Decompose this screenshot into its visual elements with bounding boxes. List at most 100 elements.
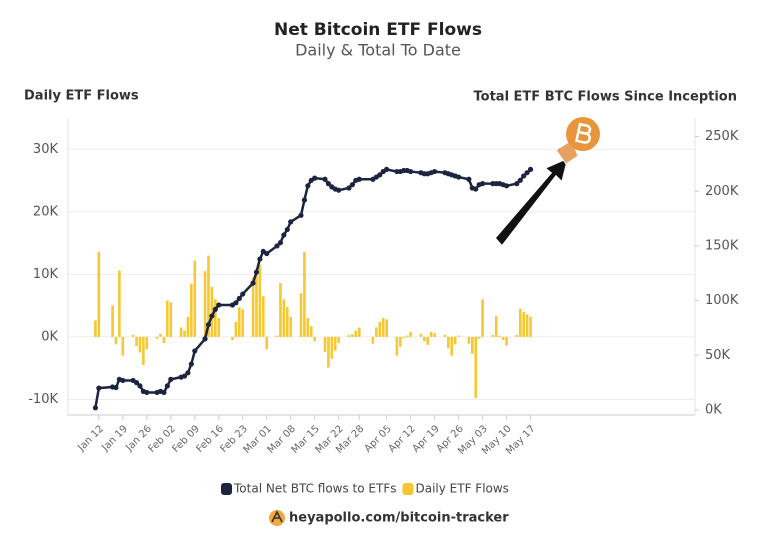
- bar: [282, 299, 286, 337]
- bar: [347, 334, 351, 337]
- line-point: [455, 174, 462, 180]
- bar: [450, 336, 454, 356]
- bar: [255, 271, 258, 337]
- bar: [169, 302, 173, 337]
- plot-area: -10K 0K 10K 20K 30K 0K 50K 100K 150K 200K 250K Jan …: [28, 118, 739, 457]
- line-point: [517, 177, 523, 183]
- line-point: [408, 168, 414, 175]
- line-point: [96, 385, 102, 391]
- line-point: [257, 256, 263, 262]
- bar: [241, 309, 245, 337]
- bar: [357, 327, 361, 337]
- bar: [453, 336, 457, 345]
- x-tick-label: Jan 12: [75, 423, 106, 454]
- bar: [251, 277, 255, 337]
- line-point: [473, 186, 479, 192]
- bar: [498, 335, 501, 337]
- bar: [231, 336, 234, 340]
- line-point: [202, 336, 208, 342]
- bar: [323, 336, 327, 352]
- bar: [330, 336, 334, 359]
- line-point: [298, 212, 304, 218]
- line-point: [250, 280, 256, 286]
- chart-title: Net Bitcoin ETF Flows: [274, 20, 482, 40]
- bar: [97, 251, 101, 337]
- legend-label: Daily ETF Flows: [415, 482, 508, 496]
- bar: [467, 336, 471, 344]
- line-point: [479, 181, 486, 187]
- y-tick-label: 10K: [33, 267, 59, 282]
- bar: [491, 334, 495, 337]
- line-point: [377, 172, 383, 178]
- bar: [207, 255, 210, 337]
- bar: [371, 336, 375, 344]
- line-point: [113, 384, 119, 391]
- bar: [333, 336, 337, 351]
- line-point: [349, 182, 355, 188]
- y2-tick-label: 100K: [705, 293, 739, 308]
- bar: [135, 336, 138, 347]
- bar: [217, 318, 221, 337]
- y2-tick-label: 150K: [705, 238, 739, 253]
- bar: [299, 293, 303, 337]
- bar: [423, 336, 426, 342]
- line-point: [384, 166, 390, 172]
- line-point: [514, 181, 520, 187]
- line-point: [161, 389, 167, 396]
- line-point: [185, 370, 191, 376]
- bar: [447, 336, 450, 349]
- bar: [186, 316, 190, 337]
- bar: [471, 336, 474, 354]
- line-point: [164, 383, 170, 389]
- bar: [354, 330, 358, 337]
- bar: [142, 336, 145, 365]
- line-point: [240, 291, 246, 297]
- line-point: [137, 383, 143, 389]
- line-point: [192, 348, 198, 354]
- y-tick-label: -10K: [28, 392, 58, 407]
- bar: [179, 327, 183, 337]
- bar: [518, 308, 522, 337]
- bar: [114, 336, 118, 345]
- bar: [313, 336, 316, 342]
- y-axis-title: Daily ETF Flows: [24, 89, 139, 104]
- bar: [234, 321, 238, 337]
- line-point: [301, 197, 308, 203]
- bar: [138, 336, 142, 353]
- bar: [515, 334, 519, 337]
- bar: [405, 335, 409, 337]
- line-point: [274, 243, 280, 249]
- line-point: [264, 250, 270, 257]
- legend-label: Total Net BTC flows to ETFs: [233, 482, 396, 496]
- bar: [111, 305, 114, 337]
- line-point: [92, 405, 99, 411]
- line-point: [305, 183, 311, 189]
- line-point: [284, 226, 290, 233]
- line-point: [466, 176, 472, 182]
- legend-swatch: [402, 483, 414, 495]
- bar: [121, 336, 125, 356]
- line-point: [527, 166, 534, 172]
- line-point: [209, 313, 215, 319]
- line-point: [288, 219, 294, 225]
- bar: [289, 316, 292, 337]
- bar: [494, 316, 498, 337]
- bar: [162, 336, 166, 344]
- y-tick-label: 30K: [33, 142, 59, 157]
- line-point: [216, 302, 222, 308]
- bar: [327, 336, 330, 368]
- bar: [399, 336, 402, 347]
- bar: [145, 336, 149, 350]
- chart-subtitle: Daily & Total To Date: [295, 41, 461, 60]
- y2-tick-label: 200K: [705, 184, 739, 199]
- bar: [159, 333, 162, 337]
- line-point: [432, 168, 438, 175]
- bar: [183, 330, 186, 337]
- bar: [385, 319, 388, 337]
- bar: [279, 283, 282, 337]
- line-point: [120, 377, 126, 384]
- bar: [474, 336, 478, 399]
- bar: [409, 331, 412, 337]
- y2-axis-title: Total ETF BTC Flows Since Inception: [474, 90, 737, 105]
- line-point: [144, 389, 150, 396]
